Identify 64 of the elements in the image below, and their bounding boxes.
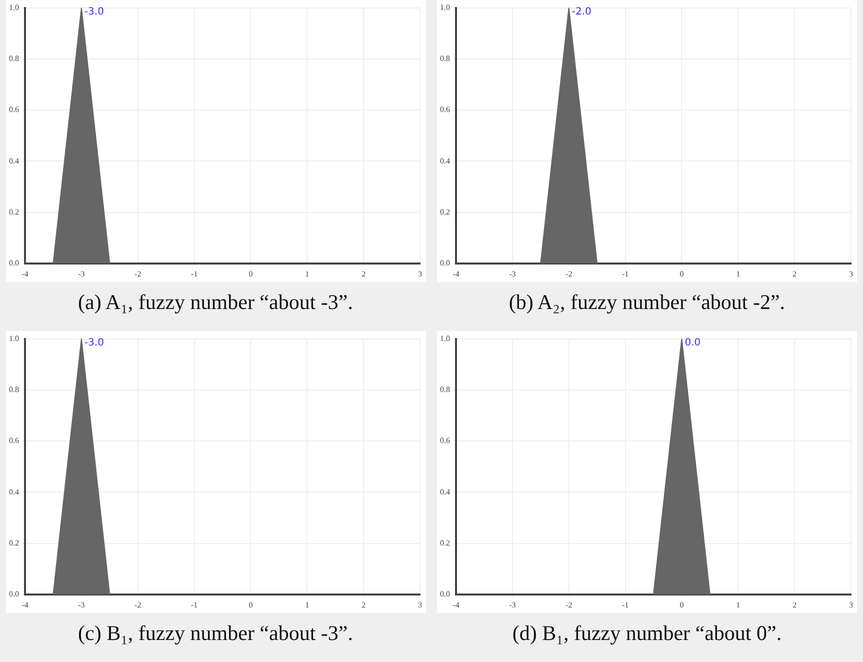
y-tick-label: 1.0 [9,2,19,12]
x-tick-label: 3 [418,269,422,278]
annotation: -3.0 [84,337,104,348]
x-tick-label: -4 [452,269,460,278]
text: (a) A₁, fuzzy number “about -3”. [77,290,354,315]
x-tick-label: -3 [78,600,85,610]
x-tick-label: -3 [509,269,516,278]
text: (d) B₁, fuzzy number “about 0”. [511,621,783,646]
x-tick-label: -1 [190,269,198,278]
x-tick-label: 1 [305,269,310,278]
x-tick-label: 0 [248,600,253,610]
x-tick-label: 0 [680,600,684,610]
x-tick-label: -3 [78,269,85,278]
x-tick-label: -1 [190,600,198,610]
y-tick-label: 0.6 [440,105,450,114]
x-tick-label: 0 [248,269,253,278]
text: (b) A₂, fuzzy number “about -2”. [508,290,786,315]
x-tick-label: -3 [509,600,516,610]
y-tick-label: 0.0 [440,589,450,598]
y-tick-label: 0.2 [9,207,19,216]
x-tick-label: -4 [452,600,460,610]
y-tick-label: 0.4 [440,156,450,166]
y-tick-label: 0.8 [9,54,19,64]
y-tick-label: 0.0 [9,258,19,268]
y-tick-label: 0.0 [440,258,450,268]
x-tick-label: 0 [680,269,684,278]
y-tick-label: 0.8 [440,54,450,64]
y-tick-label: 0.4 [9,487,19,496]
y-tick-label: 0.0 [9,589,19,598]
y-tick-label: 1.0 [9,334,19,343]
y-tick-label: 1.0 [440,2,450,12]
x-tick-label: -1 [622,269,629,278]
y-tick-label: 0.2 [440,538,450,548]
x-tick-label: 2 [362,269,366,278]
x-tick-label: -2 [566,600,572,610]
x-tick-label: 1 [305,600,310,610]
x-tick-label: 2 [362,600,366,610]
y-tick-label: 0.6 [9,436,19,446]
x-tick-label: 2 [792,269,797,278]
x-tick-label: 2 [792,600,797,610]
x-tick-label: -4 [22,269,28,278]
y-tick-label: 0.8 [440,385,450,394]
annotation: -3.0 [84,6,104,18]
y-tick-label: 0.4 [9,156,19,166]
y-tick-label: 1.0 [440,334,450,343]
x-tick-label: -1 [622,600,629,610]
y-tick-label: 0.6 [440,436,450,446]
x-tick-label: 1 [736,600,740,610]
x-tick-label: 3 [849,600,853,610]
y-tick-label: 0.2 [440,207,450,216]
text: (c) B₁, fuzzy number “about -3”. [77,621,354,646]
x-tick-label: -2 [134,269,142,278]
x-tick-label: -2 [566,269,572,278]
x-tick-label: -4 [22,600,28,610]
annotation: -2.0 [572,6,592,18]
annotation: 0.0 [684,337,701,348]
x-tick-label: 3 [418,600,422,610]
x-tick-label: 3 [849,269,853,278]
y-tick-label: 0.6 [9,105,19,114]
y-tick-label: 0.8 [9,385,19,394]
x-tick-label: 1 [736,269,740,278]
x-tick-label: -2 [134,600,142,610]
y-tick-label: 0.2 [9,538,19,548]
y-tick-label: 0.4 [440,487,450,496]
